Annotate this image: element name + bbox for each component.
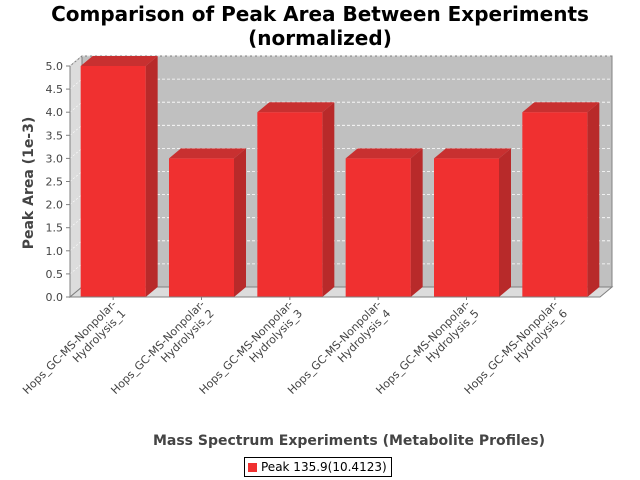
gridline-side <box>69 263 83 275</box>
y-tick-label: 4.0 <box>46 106 64 119</box>
bar <box>345 148 423 297</box>
y-tick-label: 2.5 <box>46 176 64 189</box>
bar-front <box>80 66 146 297</box>
bar-side <box>499 148 511 297</box>
bar-top <box>434 148 511 159</box>
y-tick-label: 5.0 <box>46 60 64 73</box>
y-tick-label: 3.5 <box>46 129 64 142</box>
bar-side <box>322 102 335 297</box>
gridline-side <box>69 240 83 252</box>
y-tick-label: 0.0 <box>46 291 64 304</box>
gridline-side <box>69 125 83 136</box>
x-tick-labels: Hops_GC-MS-Nonpolar-Hydrolysis_1Hops_GC-… <box>20 298 570 397</box>
x-tick-label-line: Hops_GC-MS-Nonpolar- <box>20 298 119 397</box>
left-wall <box>69 54 83 299</box>
y-axis-label: Peak Area (1e-3) <box>21 117 37 250</box>
bar-front <box>257 112 323 297</box>
bar-front <box>434 158 499 297</box>
axes <box>66 65 600 300</box>
y-tick-label: 1.0 <box>46 245 64 258</box>
y-tick-label: 3.0 <box>46 152 64 165</box>
gridline-side <box>69 217 83 228</box>
bar-top <box>169 148 246 159</box>
bar <box>522 102 600 297</box>
bar <box>169 148 246 297</box>
bar-front <box>169 158 234 297</box>
bar-top <box>522 102 600 113</box>
y-tick-label: 4.5 <box>46 83 64 96</box>
chart-title: Comparison of Peak Area Between Experime… <box>0 2 640 50</box>
bar-side <box>145 56 158 297</box>
bar-top <box>345 148 423 159</box>
bar-front <box>345 158 411 297</box>
gridline-side <box>69 171 83 182</box>
bar <box>80 56 158 297</box>
y-tick-label: 1.5 <box>46 222 64 235</box>
bar-top <box>257 102 335 113</box>
y-tick-label: 2.0 <box>46 199 64 212</box>
chart-title-line-1: Comparison of Peak Area Between Experime… <box>51 2 589 26</box>
y-tick-label: 0.5 <box>46 268 64 281</box>
bar-side <box>587 102 600 297</box>
bar-top <box>80 56 158 66</box>
bar <box>257 102 335 297</box>
legend: Peak 135.9(10.4123) <box>244 457 392 477</box>
legend-label: Peak 135.9(10.4123) <box>261 460 387 474</box>
gridline-side <box>69 194 83 205</box>
legend-swatch <box>248 462 257 472</box>
y-tick-labels: 0.0 0.5 1.0 1.5 2.0 2.5 3.0 3.5 4.0 4.5 5.0 <box>46 60 64 304</box>
gridline-side <box>69 148 83 159</box>
bar-side <box>410 148 423 297</box>
gridline-side <box>69 55 83 67</box>
bars <box>80 56 600 297</box>
chart-title-line-2: (normalized) <box>248 26 392 50</box>
gridline-side <box>69 101 83 113</box>
bar <box>434 148 511 297</box>
bar-front <box>522 112 588 297</box>
gridline-side <box>69 78 83 90</box>
bar-side <box>234 148 246 297</box>
x-axis-label: Mass Spectrum Experiments (Metabolite Pr… <box>153 433 545 449</box>
